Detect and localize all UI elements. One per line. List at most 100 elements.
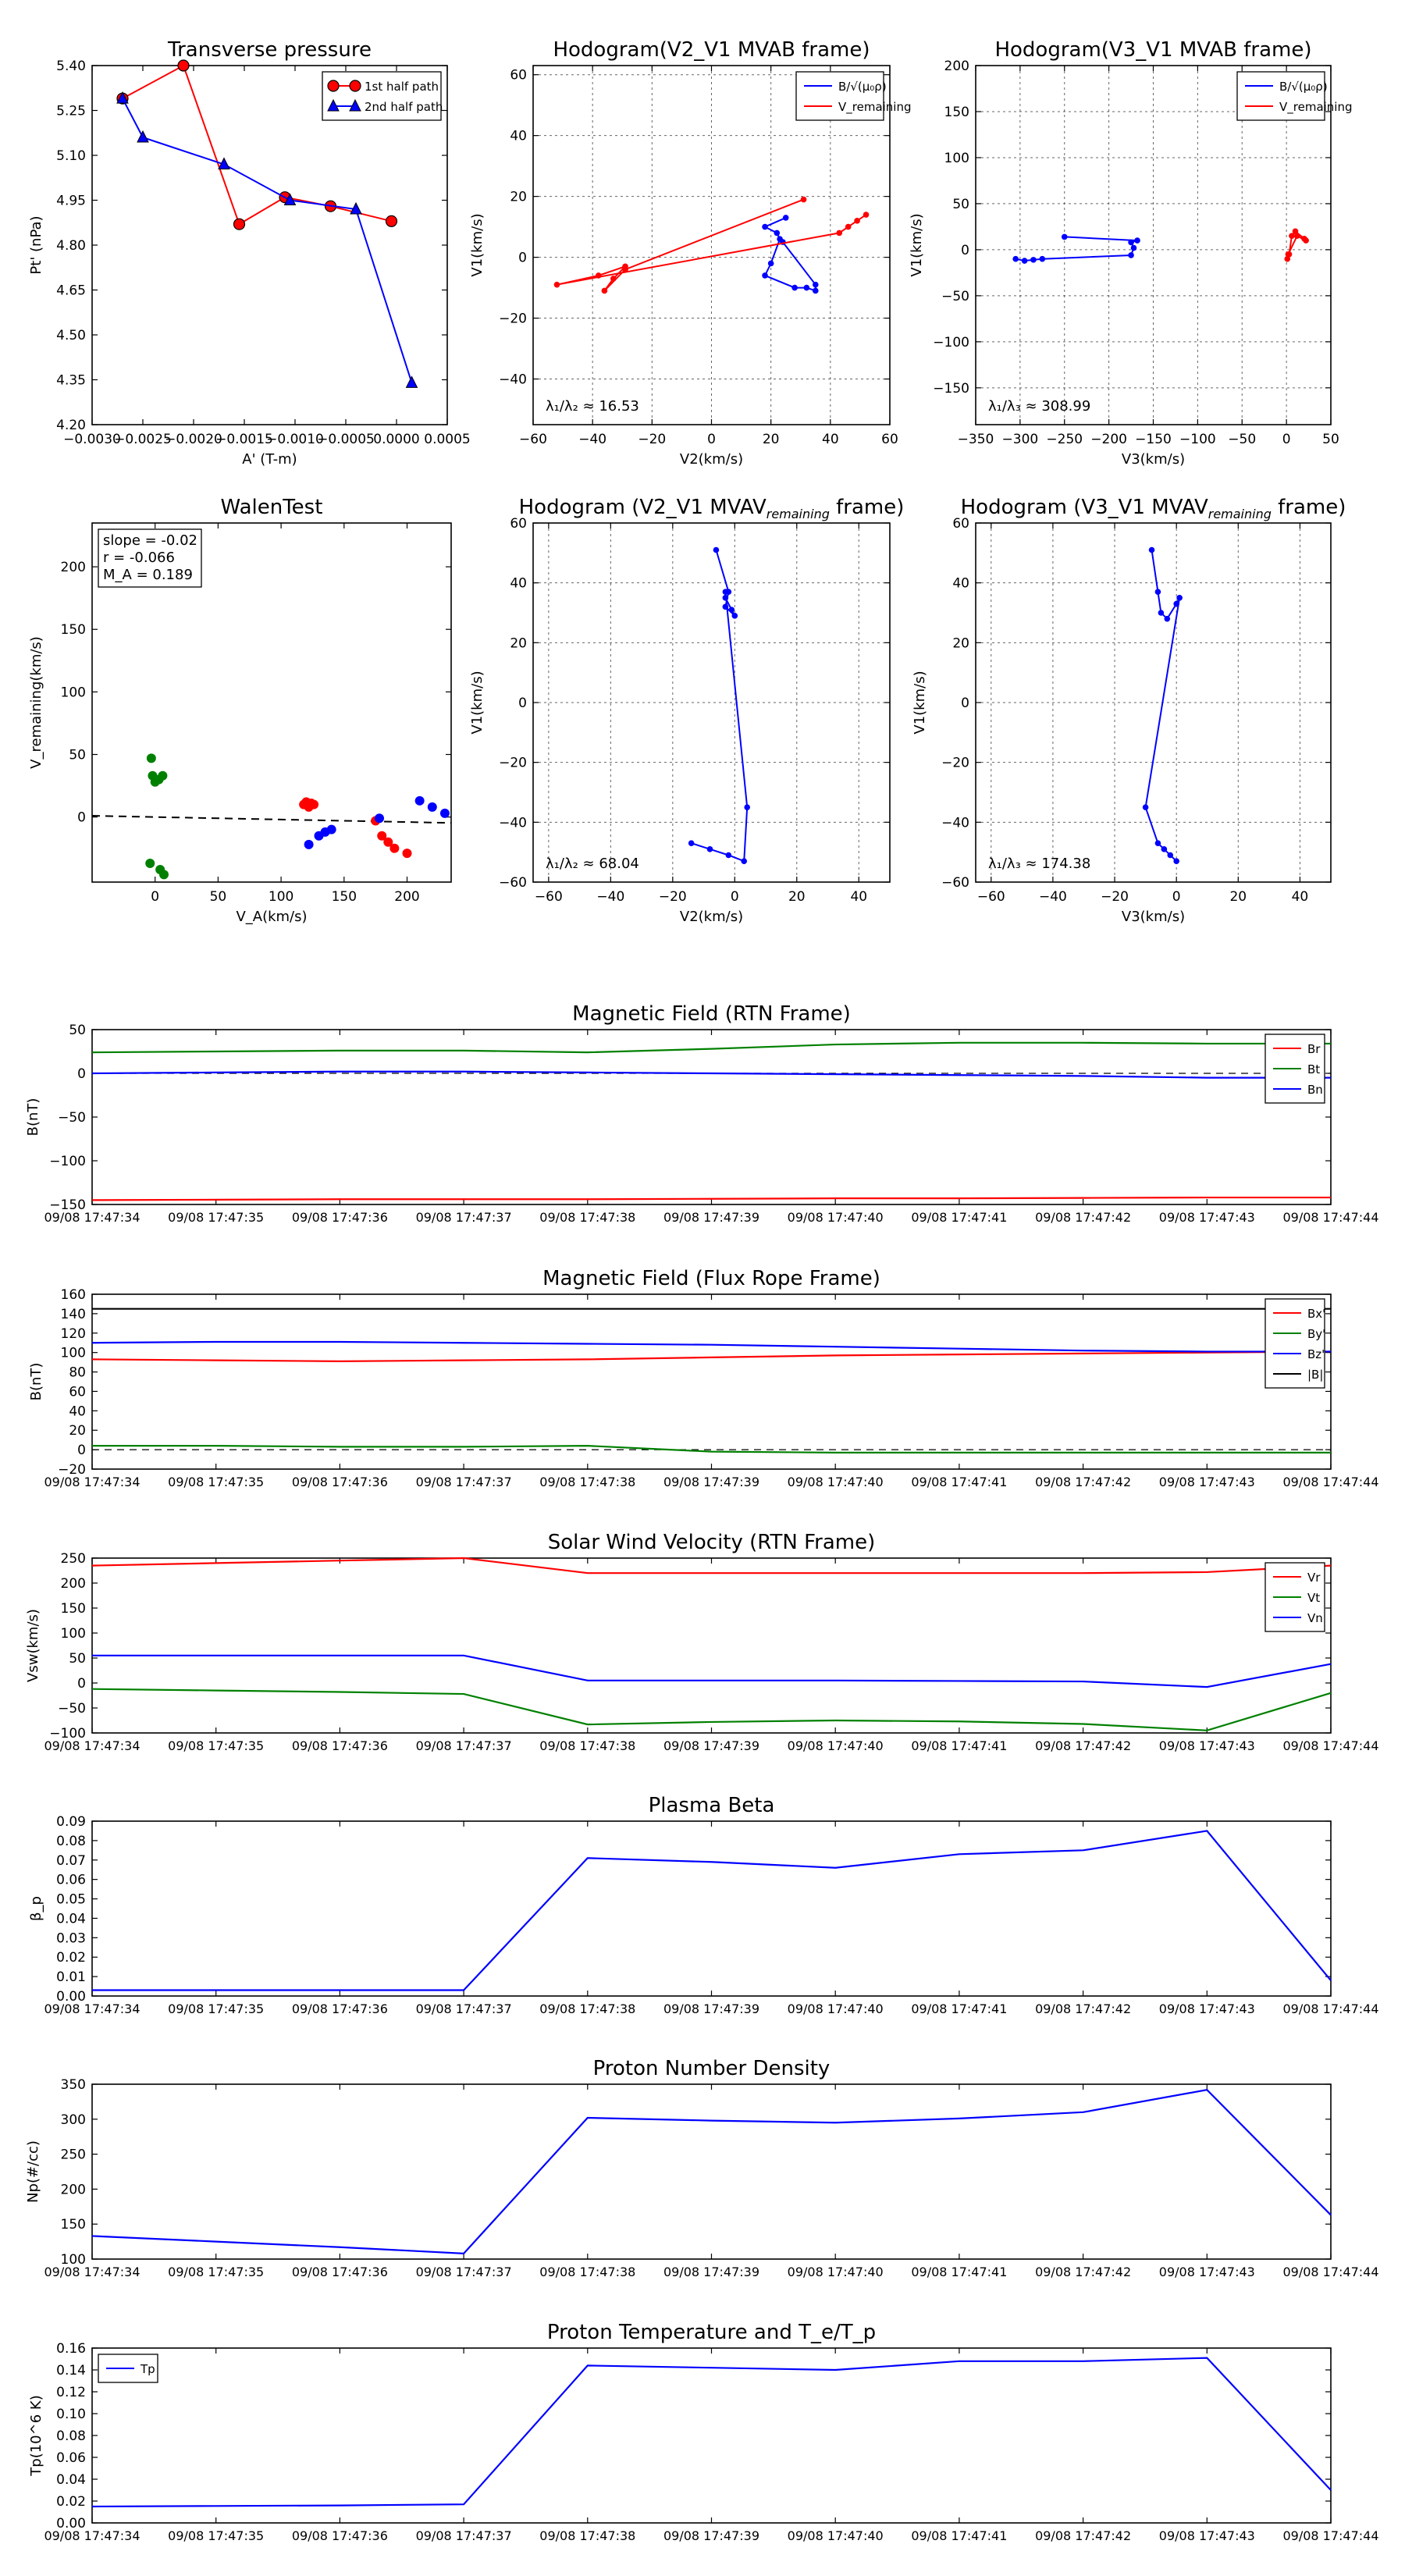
y-tick-label: −20: [499, 756, 527, 771]
x-axis-label: V3(km/s): [1122, 909, 1185, 925]
chart-title: WalenTest: [221, 496, 323, 519]
data-point: [706, 846, 713, 852]
y-tick-label: −20: [499, 311, 527, 327]
y-tick-label: 0.08: [56, 2428, 86, 2444]
x-tick-label: 09/08 17:47:40: [788, 2265, 884, 2279]
data-point: [1030, 257, 1037, 263]
x-tick-label: −200: [1090, 432, 1127, 447]
y-tick-label: 20: [69, 1423, 86, 1439]
x-tick-label: 09/08 17:47:38: [539, 1738, 635, 1753]
x-tick-label: 09/08 17:47:39: [663, 2265, 759, 2279]
y-tick-label: 40: [510, 576, 527, 592]
y-tick-label: 150: [61, 2217, 86, 2233]
x-tick-label: 09/08 17:47:37: [416, 2528, 512, 2543]
data-point: [1285, 251, 1292, 258]
x-tick-label: 09/08 17:47:36: [292, 1210, 388, 1225]
y-axis-label: V1(km/s): [469, 671, 486, 734]
x-tick-label: 09/08 17:47:35: [168, 1738, 264, 1753]
x-tick-label: 09/08 17:47:34: [44, 2265, 140, 2279]
y-tick-label: 0.08: [56, 1834, 86, 1849]
x-tick-label: 09/08 17:47:42: [1035, 2528, 1131, 2543]
data-point: [375, 813, 384, 824]
y-tick-label: 60: [69, 1384, 86, 1400]
y-tick-label: 60: [510, 516, 527, 532]
x-tick-label: −0.0020: [165, 432, 222, 447]
y-tick-label: 120: [61, 1326, 86, 1342]
data-point: [1164, 615, 1171, 622]
legend-label: Bn: [1307, 1083, 1323, 1097]
series-line: [691, 550, 749, 863]
y-tick-label: 0: [77, 810, 86, 826]
series-line: [122, 98, 413, 383]
chart-title: Hodogram(V3_V1 MVAB frame): [994, 38, 1311, 62]
series-line: [91, 1340, 1331, 1353]
axes-frame: [91, 522, 452, 883]
legend-label: Vn: [1307, 1611, 1323, 1625]
x-tick-label: 09/08 17:47:41: [911, 2528, 1007, 2543]
legend-label: Vt: [1307, 1591, 1320, 1605]
data-point: [782, 215, 789, 221]
data-point: [350, 201, 362, 215]
eigenvalue-ratio-annotation: λ₁/λ₃ ≈ 174.38: [988, 856, 1090, 872]
x-tick-label: 50: [210, 889, 227, 905]
x-tick-label: −300: [1002, 432, 1039, 447]
y-tick-label: 0.00: [56, 2516, 86, 2532]
eigenvalue-ratio-annotation: λ₁/λ₂ ≈ 68.04: [546, 856, 639, 872]
data-point: [762, 223, 768, 230]
x-tick-label: 09/08 17:47:43: [1159, 1738, 1255, 1753]
data-point: [159, 870, 169, 880]
chart-title-subscript: remaining: [1208, 507, 1272, 521]
y-tick-label: 50: [69, 1651, 86, 1667]
y-tick-label: 0.02: [56, 1950, 86, 1966]
series-line: [91, 2357, 1332, 2508]
x-tick-label: 09/08 17:47:34: [44, 1210, 140, 1225]
x-tick-label: 09/08 17:47:43: [1159, 1210, 1255, 1225]
chart-title: Hodogram(V2_V1 MVAB frame): [553, 38, 870, 62]
y-tick-label: 4.65: [56, 283, 86, 299]
x-tick-label: 09/08 17:47:37: [416, 2265, 512, 2279]
x-tick-label: 60: [881, 432, 898, 447]
y-tick-label: 60: [952, 516, 969, 532]
data-point: [1292, 228, 1299, 235]
axes-frame: [91, 1029, 1332, 1205]
legend-label: Bz': [1307, 1347, 1325, 1361]
x-tick-label: 09/08 17:47:34: [44, 1738, 140, 1753]
x-tick-label: −0.0010: [266, 432, 324, 447]
legend-label: 2nd half path: [365, 100, 443, 114]
x-tick-label: 0: [1282, 432, 1291, 447]
x-tick-label: 09/08 17:47:38: [539, 2265, 635, 2279]
y-tick-label: 0.06: [56, 1873, 86, 1888]
series-line: [91, 1688, 1332, 1731]
y-tick-label: 300: [61, 2112, 86, 2128]
legend-label: Bx': [1307, 1307, 1325, 1321]
legend-box: [322, 71, 442, 121]
y-axis-label: B(nT): [25, 1098, 41, 1137]
x-tick-label: 09/08 17:47:40: [788, 2528, 884, 2543]
y-tick-label: 20: [510, 190, 527, 205]
legend-label: Vr: [1307, 1571, 1321, 1585]
y-tick-label: 200: [944, 59, 969, 74]
y-tick-label: 0.05: [56, 1892, 86, 1908]
x-tick-label: −0.0005: [317, 432, 375, 447]
chart-title: Proton Temperature and T_e/T_p: [547, 2321, 876, 2344]
x-tick-label: −0.0015: [215, 432, 273, 447]
chart-title: Plasma Beta: [649, 1794, 775, 1817]
data-point: [1012, 255, 1019, 262]
y-tick-label: 200: [61, 1576, 86, 1592]
data-point: [728, 607, 735, 613]
x-tick-label: −60: [535, 889, 563, 905]
y-axis-label: Np(#/cc): [25, 2140, 41, 2203]
y-tick-label: 5.25: [56, 104, 86, 119]
data-point: [741, 858, 748, 864]
data-point: [774, 229, 781, 237]
y-tick-label: 50: [952, 197, 969, 212]
x-tick-label: 09/08 17:47:36: [292, 2001, 388, 2016]
y-tick-label: 0.02: [56, 2494, 86, 2510]
y-tick-label: 200: [61, 560, 86, 575]
series-line: [1144, 550, 1181, 862]
legend-box: [795, 71, 884, 121]
x-tick-label: 09/08 17:47:38: [539, 2001, 635, 2016]
y-tick-label: 5.10: [56, 148, 86, 164]
y-tick-label: 20: [952, 635, 969, 651]
